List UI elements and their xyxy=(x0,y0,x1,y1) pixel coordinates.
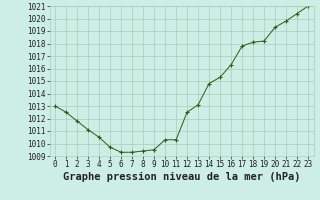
X-axis label: Graphe pression niveau de la mer (hPa): Graphe pression niveau de la mer (hPa) xyxy=(63,172,300,182)
